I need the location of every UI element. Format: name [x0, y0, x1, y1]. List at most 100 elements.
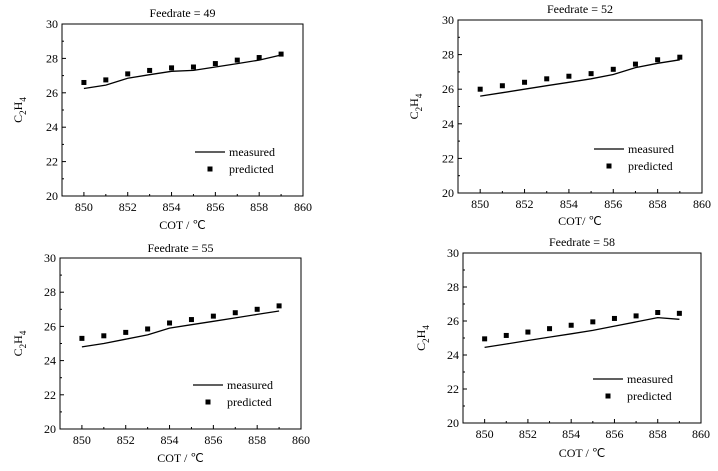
x-tick-label: 860: [692, 427, 710, 441]
legend-label-measured: measured: [628, 142, 674, 156]
y-axis-label-sub: 2: [18, 110, 28, 115]
predicted-point: [234, 57, 240, 63]
y-tick-label: 20: [447, 416, 459, 430]
y-tick-label: 26: [46, 86, 58, 100]
x-tick-label: 852: [117, 433, 135, 447]
legend: measured predicted: [193, 378, 273, 409]
predicted-point: [254, 306, 260, 312]
predicted-point: [566, 73, 572, 79]
y-tick-label: 30: [442, 13, 454, 27]
y-tick-label: 30: [46, 17, 58, 31]
x-tick-label: 858: [649, 427, 667, 441]
legend-label-measured: measured: [227, 378, 273, 392]
x-tick-label: 850: [75, 200, 93, 214]
x-tick-label: 860: [294, 200, 312, 214]
legend-label-measured: measured: [229, 145, 275, 159]
predicted-point: [633, 313, 639, 319]
predicted-point: [655, 310, 661, 315]
x-tick-label: 856: [604, 197, 622, 211]
x-tick-label: 858: [250, 200, 268, 214]
y-tick-label: 26: [447, 314, 459, 328]
predicted-point: [632, 61, 638, 67]
predicted-point: [503, 332, 509, 338]
legend-label-predicted: predicted: [628, 159, 673, 173]
y-tick-label: 30: [44, 251, 56, 265]
y-tick-label: 24: [442, 117, 454, 131]
predicted-point: [544, 76, 550, 82]
measured-series-line: [484, 316, 680, 349]
x-tick-label: 852: [519, 427, 537, 441]
y-axis-label-mid: H: [11, 335, 25, 344]
legend-label-predicted: predicted: [229, 162, 274, 176]
y-tick-label: 22: [44, 388, 56, 402]
y-axis-label-mid: H: [407, 98, 421, 107]
legend: measured predicted: [195, 145, 275, 176]
y-axis-label-main: C: [11, 115, 25, 123]
y-tick-label: 28: [447, 280, 459, 294]
predicted-point: [232, 310, 238, 316]
x-tick-label: 858: [248, 433, 266, 447]
chart-title: Feedrate = 58: [549, 235, 615, 249]
x-tick-label: 860: [693, 197, 711, 211]
predicted-point: [611, 315, 617, 321]
predicted-point: [125, 71, 131, 77]
x-axis-label: COT / ℃: [157, 451, 204, 465]
x-tick-label: 854: [161, 433, 179, 447]
chart-title: Feedrate = 52: [547, 2, 613, 16]
predicted-point: [167, 320, 173, 326]
y-tick-label: 26: [442, 82, 454, 96]
chart-title: Feedrate = 55: [147, 241, 213, 255]
predicted-point: [655, 57, 661, 63]
legend-label-predicted: predicted: [627, 389, 672, 403]
y-axis-label-sub: 4: [414, 93, 424, 98]
y-axis-label-mid: H: [414, 329, 428, 338]
legend-label-predicted: predicted: [227, 395, 272, 409]
predicted-point: [103, 77, 109, 83]
y-tick-label: 28: [44, 285, 56, 299]
predicted-point: [276, 303, 282, 309]
x-tick-label: 850: [476, 427, 494, 441]
y-axis-label-main: C: [11, 348, 25, 356]
y-tick-label: 20: [44, 422, 56, 436]
y-axis-label-main: C: [414, 343, 428, 351]
x-tick-label: 856: [206, 200, 224, 214]
x-tick-label: 854: [560, 197, 578, 211]
x-tick-label: 860: [292, 433, 310, 447]
predicted-point: [101, 333, 107, 339]
predicted-point: [677, 54, 683, 60]
predicted-point: [123, 329, 129, 335]
predicted-point: [610, 66, 616, 72]
predicted-point: [188, 317, 194, 323]
legend: measured predicted: [594, 142, 674, 173]
predicted-point: [522, 79, 528, 85]
y-axis-label-sub: 2: [421, 338, 431, 343]
y-tick-label: 30: [447, 246, 459, 260]
y-axis-label-mid: H: [11, 101, 25, 110]
measured-series-line: [81, 310, 280, 348]
y-tick-label: 26: [44, 319, 56, 333]
chart-title: Feedrate = 49: [149, 6, 215, 20]
x-tick-label: 852: [516, 197, 534, 211]
measured-series-line: [83, 54, 282, 90]
predicted-point: [169, 65, 175, 71]
y-axis-label-sub: 4: [18, 97, 28, 102]
y-tick-label: 24: [46, 120, 58, 134]
predicted-point: [590, 319, 596, 325]
legend-marker-swatch: [207, 166, 213, 172]
legend-marker-swatch: [606, 163, 612, 169]
predicted-point: [588, 71, 594, 77]
x-axis-label: COT / ℃: [159, 218, 206, 232]
y-axis-label: C2H4: [414, 325, 431, 351]
predicted-point: [477, 86, 483, 92]
y-tick-label: 24: [44, 354, 56, 368]
x-axis-label: COT/ ℃: [558, 214, 602, 228]
predicted-point: [79, 335, 85, 341]
y-axis-label-sub: 2: [414, 107, 424, 112]
y-tick-label: 22: [447, 382, 459, 396]
x-tick-label: 852: [119, 200, 137, 214]
predicted-point: [145, 326, 151, 332]
predicted-point: [676, 310, 682, 316]
